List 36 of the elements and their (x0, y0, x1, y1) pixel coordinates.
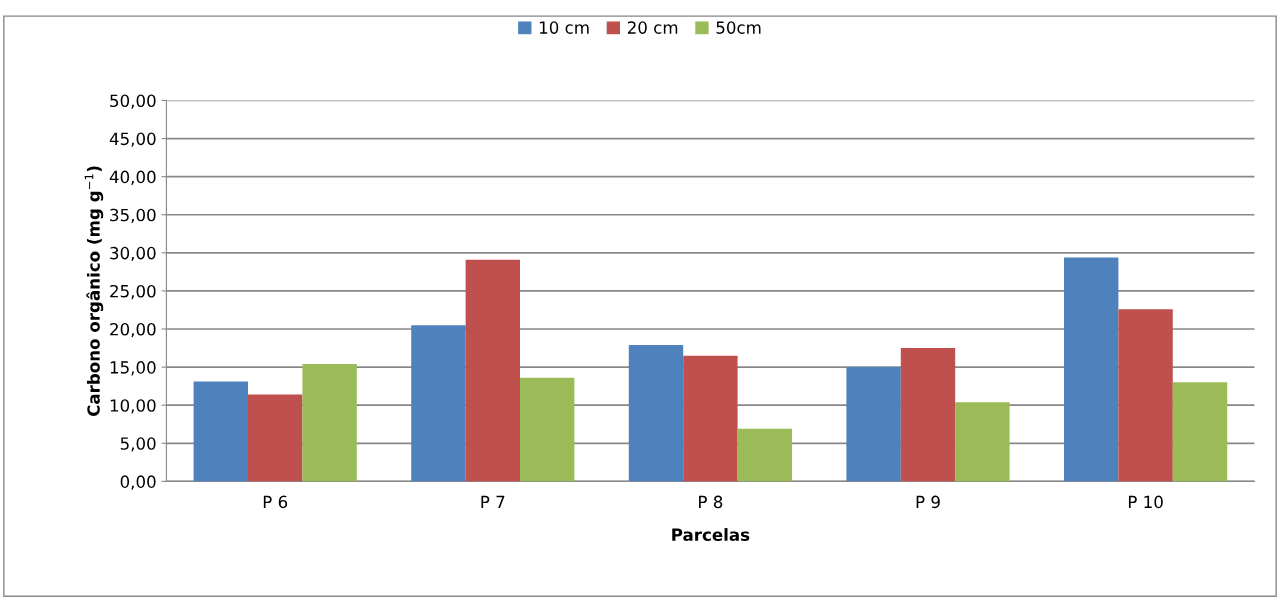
bar (628, 345, 684, 482)
x-axis-title: Parcelas (672, 528, 750, 541)
bar (737, 428, 792, 482)
bar (465, 259, 520, 482)
legend-label: 50cm (716, 21, 761, 34)
bar (302, 364, 357, 482)
y-tick-label: 10,00 (110, 399, 156, 414)
x-tick-label: P 8 (699, 495, 723, 509)
y-tick-label: 35,00 (110, 208, 156, 224)
y-tick-label: 5,00 (120, 437, 156, 452)
x-tick-label: P 7 (481, 495, 505, 508)
y-tick-label: 15,00 (110, 361, 156, 376)
bar (193, 381, 248, 482)
bar (683, 355, 738, 482)
bar (1118, 309, 1173, 482)
x-tick-label: P 10 (1128, 495, 1163, 509)
x-tick-label: P 6 (263, 495, 288, 509)
y-tick-label: 50,00 (110, 94, 156, 109)
bar (846, 367, 901, 482)
legend-label: 20 cm (627, 21, 678, 34)
y-tick-label: 30,00 (110, 246, 156, 262)
y-tick-label: 0,00 (120, 475, 156, 490)
bar (411, 325, 466, 482)
bar (900, 348, 956, 482)
legend-label: 10 cm (539, 21, 589, 34)
bar (1064, 257, 1119, 482)
bar (955, 402, 1010, 482)
bar (248, 394, 303, 482)
y-tick-label: 45,00 (109, 132, 156, 147)
x-tick-label: P 9 (916, 495, 940, 509)
y-tick-label: 25,00 (110, 284, 156, 300)
bar (1172, 382, 1228, 482)
y-tick-label: 20,00 (110, 322, 156, 338)
y-tick-label: 40,00 (109, 170, 156, 185)
bar (520, 377, 575, 482)
y-axis-title: Carbono orgânico (mg g$^{−1}$) (84, 166, 104, 417)
